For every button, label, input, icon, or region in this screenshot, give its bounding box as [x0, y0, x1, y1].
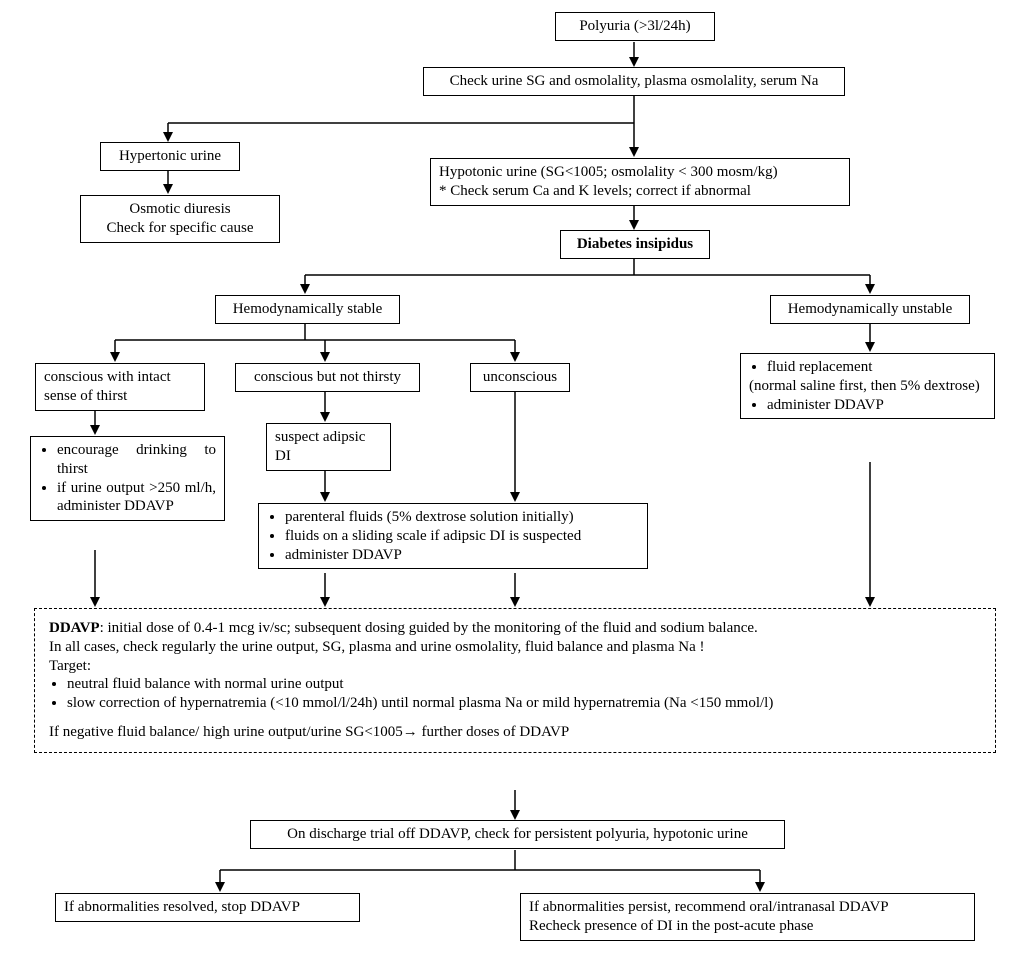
node-hypertonic: Hypertonic urine: [100, 142, 240, 171]
node-fluid-replacement: fluid replacement (normal saline first, …: [740, 353, 995, 419]
protocol-text: : initial dose of 0.4-1 mcg iv/sc; subse…: [100, 620, 758, 636]
bullet-post: (normal saline first, then 5% dextrose): [749, 378, 980, 394]
protocol-text: Target:: [49, 657, 981, 676]
node-ddavp-protocol: DDAVP: initial dose of 0.4-1 mcg iv/sc; …: [34, 608, 996, 753]
node-parenteral-fluids: parenteral fluids (5% dextrose solution …: [258, 503, 648, 569]
bullet: administer DDAVP: [285, 546, 639, 565]
node-label: conscious but not thirsty: [254, 369, 401, 385]
node-hypotonic: Hypotonic urine (SG<1005; osmolality < 3…: [430, 158, 850, 206]
node-unstable: Hemodynamically unstable: [770, 295, 970, 324]
bullet: fluids on a sliding scale if adipsic DI …: [285, 527, 639, 546]
node-label: Check urine SG and osmolality, plasma os…: [450, 73, 819, 89]
ddavp-label: DDAVP: [49, 620, 100, 636]
node-label: Hemodynamically unstable: [788, 301, 953, 317]
protocol-text: In all cases, check regularly the urine …: [49, 638, 981, 657]
node-encourage-drinking: encourage drinking to thirst if urine ou…: [30, 436, 225, 521]
node-label: On discharge trial off DDAVP, check for …: [287, 826, 748, 842]
node-label: Osmotic diuresis: [129, 201, 230, 217]
node-label: If abnormalities persist, recommend oral…: [529, 899, 889, 915]
node-label: * Check serum Ca and K levels; correct i…: [439, 183, 751, 199]
node-resolved: If abnormalities resolved, stop DDAVP: [55, 893, 360, 922]
node-label: unconscious: [483, 369, 557, 385]
node-label: Polyuria (>3l/24h): [579, 18, 690, 34]
node-label: Recheck presence of DI in the post-acute…: [529, 918, 813, 934]
bullet: slow correction of hypernatremia (<10 mm…: [67, 694, 981, 713]
bullet: fluid replacement: [767, 358, 986, 377]
node-label: sense of thirst: [44, 388, 127, 404]
node-diabetes-insipidus: Diabetes insipidus: [560, 230, 710, 259]
node-conscious-not-thirsty: conscious but not thirsty: [235, 363, 420, 392]
node-label: Hypertonic urine: [119, 148, 221, 164]
node-osmotic: Osmotic diuresis Check for specific caus…: [80, 195, 280, 243]
node-label: If abnormalities resolved, stop DDAVP: [64, 899, 300, 915]
bullet: neutral fluid balance with normal urine …: [67, 675, 981, 694]
bullet: if urine output >250 ml/h, administer DD…: [57, 479, 216, 517]
bullet: parenteral fluids (5% dextrose solution …: [285, 508, 639, 527]
bullet: administer DDAVP: [767, 396, 986, 415]
node-suspect-adipsic: suspect adipsic DI: [266, 423, 391, 471]
node-stable: Hemodynamically stable: [215, 295, 400, 324]
node-discharge-trial: On discharge trial off DDAVP, check for …: [250, 820, 785, 849]
node-label: Hemodynamically stable: [233, 301, 383, 317]
node-polyuria: Polyuria (>3l/24h): [555, 12, 715, 41]
node-label: suspect adipsic: [275, 429, 365, 445]
bullet-text: fluid replacement: [767, 359, 872, 375]
node-check-urine: Check urine SG and osmolality, plasma os…: [423, 67, 845, 96]
node-unconscious: unconscious: [470, 363, 570, 392]
protocol-text: If negative fluid balance/ high urine ou…: [49, 723, 981, 742]
node-label: Check for specific cause: [106, 220, 253, 236]
bullet: encourage drinking to thirst: [57, 441, 216, 479]
node-label: conscious with intact: [44, 369, 171, 385]
node-label: Hypotonic urine (SG<1005; osmolality < 3…: [439, 164, 778, 180]
node-persist: If abnormalities persist, recommend oral…: [520, 893, 975, 941]
node-conscious-thirsty: conscious with intact sense of thirst: [35, 363, 205, 411]
node-label: DI: [275, 448, 291, 464]
node-label: Diabetes insipidus: [577, 236, 693, 252]
